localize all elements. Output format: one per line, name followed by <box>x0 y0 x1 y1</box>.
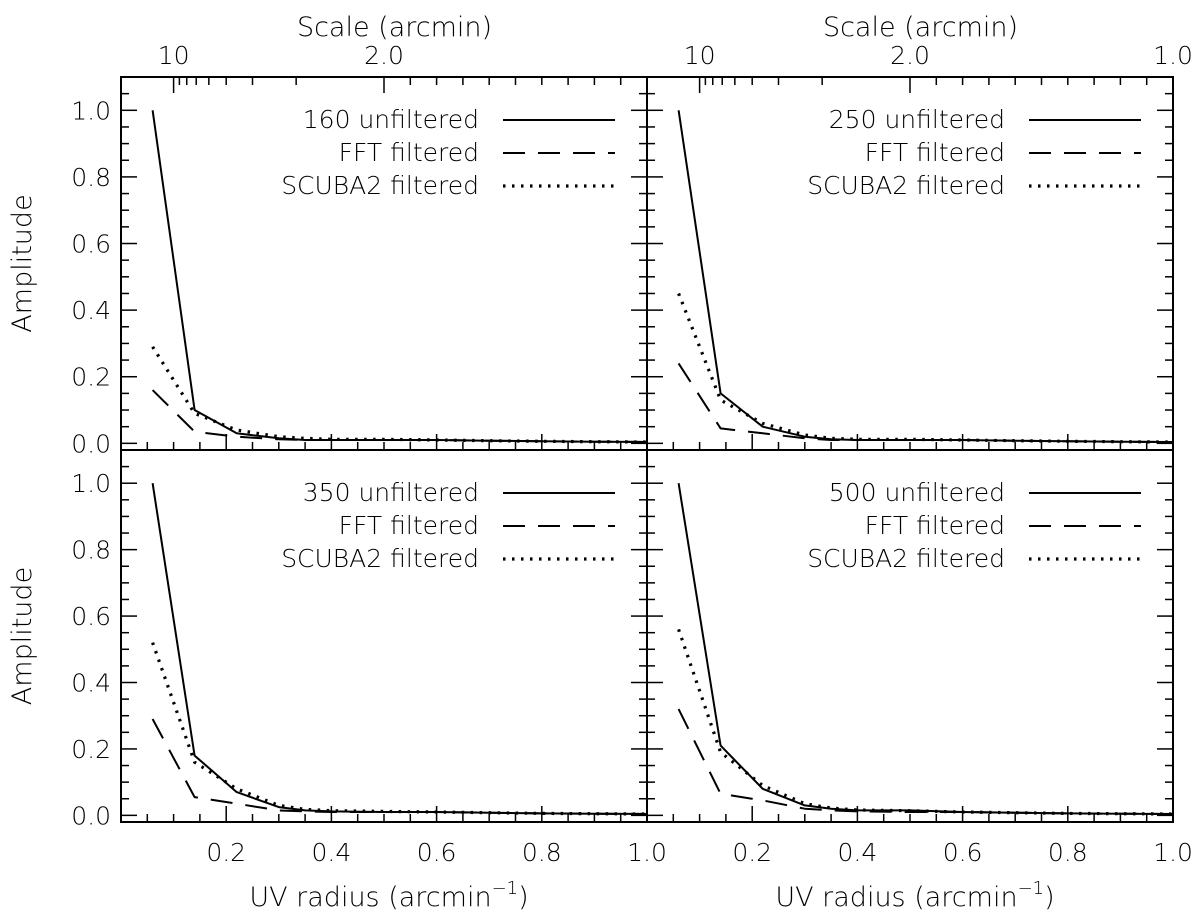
y-tick-label: 1.0 <box>71 469 111 498</box>
x-tick-label: 0.2 <box>732 838 772 867</box>
y-tick-label: 0.0 <box>71 429 111 458</box>
y-tick-label: 0.4 <box>71 296 111 325</box>
y-tick-label: 0.2 <box>71 735 111 764</box>
series-line-dotted <box>677 292 1174 444</box>
y-tick-label: 0.8 <box>71 163 111 192</box>
y-tick-label: 0.8 <box>71 536 111 565</box>
series-line-dashed <box>151 718 648 815</box>
top-axis-title: Scale (arcmin) <box>297 12 492 43</box>
x-tick-label: 0.6 <box>943 838 983 867</box>
series-line-dashed <box>151 389 648 443</box>
panel-500: 0.2 0.4 0.6 0.8 1.0 UV radius (arcmin−1) 500 u… <box>646 449 1193 913</box>
top-tick-label: 1.0 <box>1153 41 1193 70</box>
x-tick-label: 0.8 <box>1048 838 1088 867</box>
top-tick-label: 2.0 <box>364 41 404 70</box>
y-tick-label: 0.2 <box>71 363 111 392</box>
legend-label: FFT filtered <box>865 138 1005 167</box>
series-line-solid <box>677 483 1174 815</box>
x-axis-title-superscript: −1 <box>1018 878 1045 899</box>
x-axis-title-main: UV radius (arcmin <box>249 882 491 913</box>
x-axis-title: UV radius (arcmin−1) <box>775 878 1054 913</box>
y-tick-label: 0.4 <box>71 669 111 698</box>
panel-250: 10 2.0 1.0 Scale (arcmin) 250 unfiltered FFT … <box>646 12 1193 451</box>
legend-label: FFT filtered <box>339 138 479 167</box>
x-tick-label: 0.6 <box>417 838 457 867</box>
legend-label: SCUBA2 filtered <box>807 171 1005 200</box>
x-tick-label: 0.4 <box>838 838 878 867</box>
series-line-dotted <box>677 628 1174 816</box>
legend-label: 250 unfiltered <box>829 105 1005 134</box>
top-axis-title: Scale (arcmin) <box>823 12 1018 43</box>
x-tick-label: 1.0 <box>627 838 667 867</box>
legend-label: 500 unfiltered <box>829 478 1005 507</box>
legend-label: FFT filtered <box>865 511 1005 540</box>
panel-350: 0.0 0.2 0.4 0.6 0.8 1.0 Amplitude 0.2 0.4 0.6 0.8 1… <box>7 449 667 913</box>
legend-label: 350 unfiltered <box>303 478 479 507</box>
x-axis-title: UV radius (arcmin−1) <box>249 878 528 913</box>
y-tick-label: 0.6 <box>71 230 111 259</box>
legend-label: FFT filtered <box>339 511 479 540</box>
x-tick-label: 0.8 <box>522 838 562 867</box>
series-line-dashed <box>677 708 1174 815</box>
y-tick-label: 1.0 <box>71 96 111 125</box>
y-axis-title: Amplitude <box>7 567 38 705</box>
y-axis-title: Amplitude <box>7 194 38 332</box>
top-tick-label: 2.0 <box>890 41 930 70</box>
x-tick-label: 0.2 <box>206 838 246 867</box>
legend-label: SCUBA2 filtered <box>281 544 479 573</box>
series-line-dashed <box>677 362 1174 443</box>
y-tick-label: 0.6 <box>71 602 111 631</box>
legend-label: SCUBA2 filtered <box>281 171 479 200</box>
x-axis-title-close: ) <box>518 882 529 913</box>
legend-label: SCUBA2 filtered <box>807 544 1005 573</box>
x-tick-label: 0.4 <box>312 838 352 867</box>
x-axis-title-superscript: −1 <box>492 878 519 899</box>
y-tick-label: 0.0 <box>71 801 111 830</box>
x-axis-title-main: UV radius (arcmin <box>775 882 1017 913</box>
x-axis-title-close: ) <box>1044 882 1055 913</box>
top-tick-label: 10 <box>158 41 190 70</box>
x-tick-label: 1.0 <box>1153 838 1193 867</box>
series-line-dotted <box>151 642 648 816</box>
legend-label: 160 unfiltered <box>303 105 479 134</box>
top-tick-label: 10 <box>684 41 716 70</box>
